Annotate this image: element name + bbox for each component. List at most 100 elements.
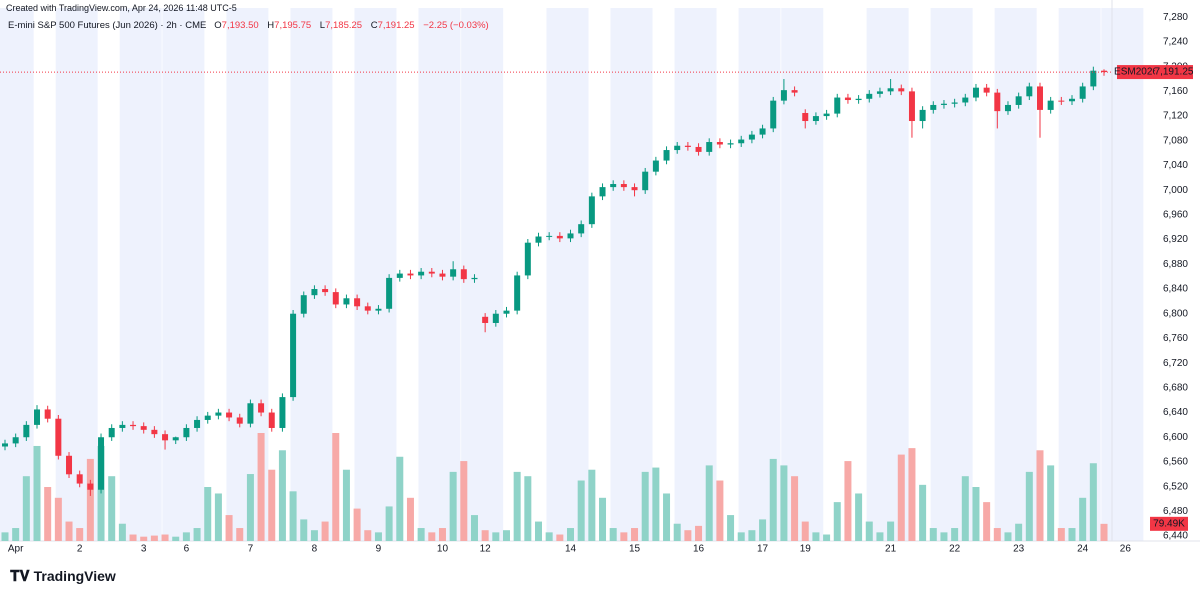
candle-body [66,455,73,475]
volume-bar [172,536,180,541]
candle-body [919,109,926,122]
candle-body [55,418,62,456]
y-tick-label: 6,440 [1163,531,1188,542]
x-tick-label: 24 [1077,544,1089,555]
volume-bar [1079,497,1087,541]
volume-bar [385,506,393,541]
candle-body [514,275,521,311]
candle-body [1079,86,1086,99]
volume-bar [257,433,265,541]
volume-bar [865,521,873,541]
volume-bar [54,497,62,541]
volume-bar [417,528,425,541]
y-tick-label: 6,600 [1163,432,1188,443]
volume-bar [620,532,628,541]
volume-bar [118,523,126,541]
symbol-label: ESM2026 [1114,67,1158,78]
volume-bar [940,532,948,541]
candle-body [194,419,201,428]
volume-bar [129,534,137,541]
y-tick-label: 6,640 [1163,407,1188,418]
y-tick-label: 6,560 [1163,457,1188,468]
volume-bar [289,491,297,541]
volume-bar [108,476,116,541]
candle-body [770,100,777,129]
candle-body [866,93,873,99]
x-tick-label: Apr [8,544,24,555]
volume-bar [855,493,863,541]
volume-bar [599,497,607,541]
x-tick-label: 14 [565,544,577,555]
candle-body [802,112,809,122]
volume-bar [182,532,190,541]
candle-body [247,403,254,424]
candle-body [930,104,937,110]
x-tick-label: 8 [312,544,318,555]
candle-body [642,171,649,191]
volume-bar [588,469,596,541]
volume-bar [727,515,735,541]
volume-bar [524,476,532,541]
x-tick-label: 22 [949,544,961,555]
logo-icon: 𝐓𝐕 [10,568,30,585]
candle-body [983,87,990,93]
candle-body [727,143,734,145]
volume-bar [823,534,831,541]
y-tick-label: 7,000 [1163,185,1188,196]
candle-body [695,146,702,152]
credit: Created with TradingView.com, Apr 24, 20… [6,3,237,13]
volume-bar [577,480,585,541]
candle-body [876,91,883,94]
volume-bar [481,530,489,541]
volume-bar [983,502,991,541]
volume-bar [844,461,852,541]
candle-body [2,443,8,447]
candle-body [226,412,233,418]
session-band [930,8,973,541]
session-band [55,8,98,541]
brand-name: TradingView [33,568,116,584]
volume-bar [492,532,500,541]
session-band [781,8,824,541]
candle-body [546,235,553,237]
candle-body [855,98,862,101]
y-tick-label: 6,720 [1163,358,1188,369]
volume-bar [470,515,478,541]
session-band [290,8,333,541]
candle-body [1069,98,1075,102]
session-band [546,8,589,541]
candle-body [535,236,542,243]
change: −2.25 (−0.03%) [423,20,489,31]
volume-bar [705,465,713,541]
candle-body [1015,96,1022,105]
candle-body [588,196,595,225]
y-tick-label: 6,800 [1163,308,1188,319]
volume-bar [65,521,73,541]
volume-bar [556,534,564,541]
candle-body [44,409,51,419]
x-tick-label: 12 [480,544,492,555]
candle-body [12,437,19,444]
x-tick-label: 6 [184,544,190,555]
title: E-mini S&P 500 Futures (Jun 2026) · 2h ·… [8,20,207,31]
volume-bar [268,469,276,541]
candle-body [674,145,681,151]
volume-bar [353,508,361,541]
session-band [461,8,504,541]
volume-bar [801,521,809,541]
value: 7,185.25 [325,20,363,31]
y-tick-label: 7,040 [1163,160,1188,171]
candle-body [738,139,745,144]
volume-bar [759,519,767,541]
volume-bar [342,469,350,541]
candle-body [140,426,147,430]
volume-bar [695,525,703,541]
volume-bar [780,465,788,541]
volume-bar [1057,528,1065,541]
candle-body [236,417,243,424]
volume-bar [897,454,905,541]
candle-body [1090,70,1097,87]
volume-bar [652,467,660,541]
x-tick-label: 21 [885,544,897,555]
candle-body [834,97,841,114]
